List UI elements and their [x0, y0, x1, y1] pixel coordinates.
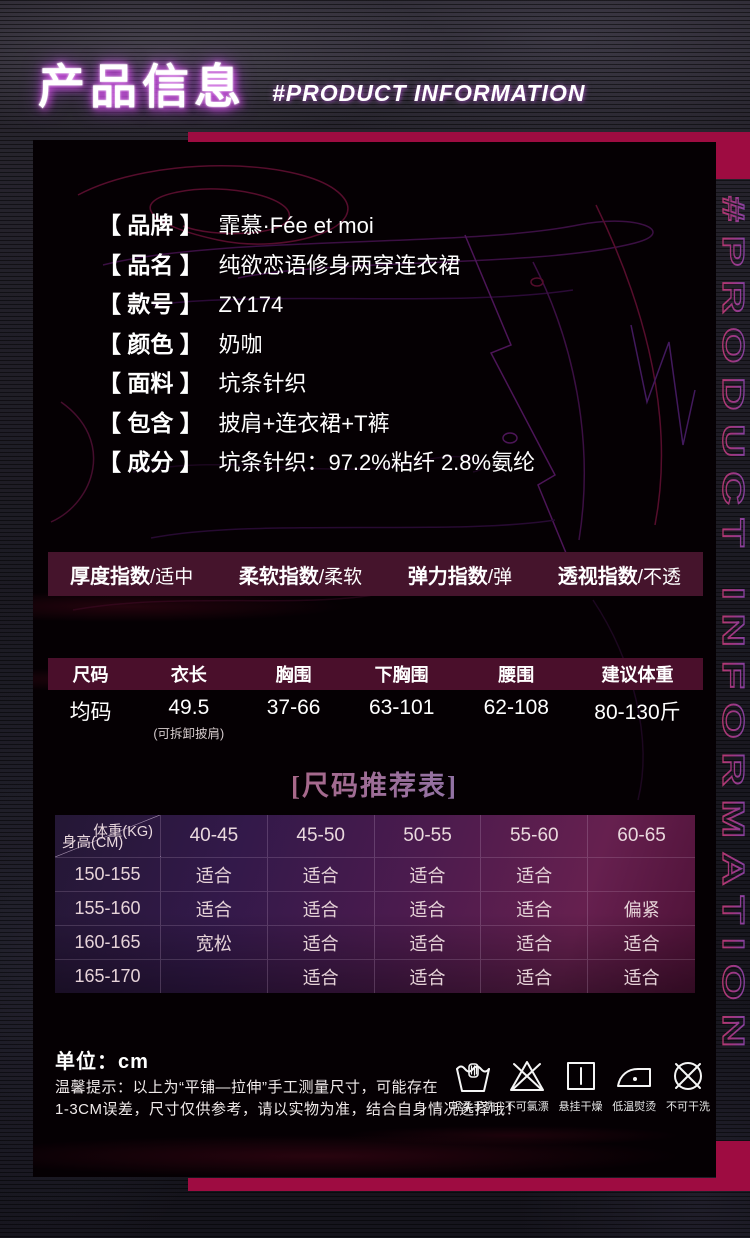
hand-wash-icon — [456, 1063, 490, 1092]
no-dry-clean-icon — [674, 1062, 702, 1090]
size-value-waist: 62-108 — [483, 696, 549, 719]
size-value-weight: 80-130斤 — [594, 701, 681, 724]
spec-value: 坑条针织 — [218, 371, 307, 396]
page-title: 产品信息 — [38, 60, 246, 113]
accent-block-bottom-right — [716, 1141, 750, 1191]
weight-col-header: 45-50 — [268, 815, 375, 857]
size-table-row: 均码 49.5 (可拆卸披肩) 37-66 63-101 62-108 80-1… — [48, 696, 703, 742]
care-item-no-bleach: 不可氯漂 — [502, 1055, 552, 1114]
fit-cell: 偏紧 — [588, 891, 695, 925]
height-row-header: 155-160 — [55, 891, 161, 925]
fit-cell: 适合 — [374, 891, 482, 925]
spec-label: 【 颜色 】 — [98, 330, 203, 357]
size-value-bust: 37-66 — [266, 696, 321, 719]
corner-cell: 体重(KG) 身高(CM) — [55, 815, 161, 857]
height-row-header: 160-165 — [55, 925, 161, 959]
index-transparency: 透视指数/不透 — [557, 565, 681, 588]
side-vertical-text: #PRODUCT INFORMATION — [716, 195, 750, 1061]
size-col-underbust: 下胸围 — [374, 665, 429, 685]
fit-cell: 适合 — [267, 959, 375, 993]
spec-label: 【 品牌 】 — [98, 212, 203, 238]
detachable-shawl-note: (可拆卸披肩) — [153, 727, 225, 741]
fit-cell: 适合 — [588, 925, 695, 959]
size-value-length: 49.5 (可拆卸披肩) — [133, 696, 244, 742]
spec-label: 【 面料 】 — [98, 370, 203, 396]
weight-col-header: 40-45 — [161, 815, 268, 857]
height-row-header: 150-155 — [55, 857, 161, 891]
unit-label: 单位：cm — [55, 1051, 149, 1073]
spec-row-color: 【 颜色 】 奶咖 — [98, 325, 535, 365]
fit-cell: 适合 — [374, 925, 482, 959]
weight-col-header: 55-60 — [481, 815, 589, 857]
weight-col-header: 50-55 — [375, 815, 482, 857]
spec-value: 披肩+连衣裙+T裤 — [218, 410, 390, 436]
measure-tip-line1: 温馨提示：以上为“平铺—拉伸”手工测量尺寸，可能存在 — [55, 1079, 438, 1096]
svg-text:#PRODUCT INFORMATION: #PRODUCT INFORMATION — [716, 196, 750, 1061]
care-item-low-iron: 低温熨烫 — [609, 1055, 659, 1114]
spec-value: 坑条针织：97.2%粘纤 2.8%氨纶 — [218, 450, 536, 475]
fit-cell: 适合 — [481, 959, 589, 993]
fit-cell: 适合 — [374, 959, 482, 993]
page-subtitle: #PRODUCT INFORMATION — [272, 80, 586, 106]
index-softness: 柔软指数/柔软 — [238, 565, 363, 588]
fabric-index-bar: 厚度指数/适中 柔软指数/柔软 弹力指数/弹 透视指数/不透 — [48, 552, 703, 596]
fit-cell: 适合 — [267, 925, 375, 959]
size-col-length: 衣长 — [170, 665, 207, 685]
spec-label: 【 包含 】 — [98, 409, 203, 436]
spec-row-fabric: 【 面料 】 坑条针织 — [98, 364, 535, 404]
size-col-bust: 胸围 — [275, 665, 312, 685]
spec-label: 【 款号 】 — [98, 291, 203, 317]
corner-height-label: 身高(CM) — [62, 835, 124, 851]
hang-dry-icon — [566, 1062, 595, 1090]
fit-cell: 宽松 — [161, 925, 268, 959]
size-col-weight: 建议体重 — [601, 665, 674, 685]
fit-cell: 适合 — [267, 891, 375, 925]
spec-row-style-number: 【 款号 】 ZY174 — [98, 285, 535, 325]
index-thickness: 厚度指数/适中 — [70, 565, 194, 588]
size-col-size: 尺码 — [72, 665, 109, 685]
care-instructions: 轻柔手洗 不可氯漂 悬挂干燥 — [448, 1055, 713, 1114]
spec-label: 【 品名 】 — [98, 251, 203, 278]
no-bleach-icon — [509, 1061, 544, 1091]
spec-row-brand: 【 品牌 】 霏慕·Fée et moi — [98, 206, 535, 246]
size-table-header: 尺码 衣长 胸围 下胸围 腰围 建议体重 — [48, 658, 703, 690]
spec-list: 【 品牌 】 霏慕·Fée et moi 【 品名 】 纯欲恋语修身两穿连衣裙 … — [98, 206, 535, 483]
fit-cell: 适合 — [161, 891, 268, 925]
size-col-waist: 腰围 — [498, 665, 535, 685]
fit-cell: 适合 — [161, 857, 268, 891]
fit-cell: 适合 — [481, 857, 589, 891]
fit-cell — [588, 857, 695, 891]
height-row-header: 165-170 — [55, 959, 161, 993]
spec-value: 纯欲恋语修身两穿连衣裙 — [218, 252, 461, 278]
fit-cell: 适合 — [267, 857, 375, 891]
spec-label: 【 成分 】 — [98, 449, 203, 475]
fit-cell: 适合 — [481, 891, 589, 925]
accent-bar-top — [188, 132, 750, 142]
fit-cell — [161, 959, 268, 993]
recommend-table-title: [尺码推荐表] — [33, 764, 716, 803]
fit-cell: 适合 — [588, 959, 695, 993]
fit-cell: 适合 — [481, 925, 589, 959]
size-recommend-table: 体重(KG) 身高(CM) 40-45 45-50 50-55 55-60 60… — [55, 815, 695, 993]
spec-value: 霏慕·Fée et moi — [218, 213, 374, 238]
care-item-hand-wash: 轻柔手洗 — [448, 1055, 498, 1114]
spec-row-product-name: 【 品名 】 纯欲恋语修身两穿连衣裙 — [98, 246, 535, 286]
low-iron-icon — [617, 1068, 652, 1087]
fit-cell: 适合 — [374, 857, 482, 891]
accent-bar-bottom — [188, 1178, 750, 1191]
spec-row-composition: 【 成分 】 坑条针织：97.2%粘纤 2.8%氨纶 — [98, 443, 535, 483]
spec-value: 奶咖 — [218, 331, 263, 357]
size-value-underbust: 63-101 — [368, 696, 435, 719]
spec-row-includes: 【 包含 】 披肩+连衣裙+T裤 — [98, 404, 535, 444]
weight-col-header: 60-65 — [617, 825, 666, 846]
care-item-hang-dry: 悬挂干燥 — [556, 1055, 606, 1114]
content-panel: 【 品牌 】 霏慕·Fée et moi 【 品名 】 纯欲恋语修身两穿连衣裙 … — [33, 140, 716, 1177]
accent-block-top-right — [716, 132, 750, 179]
care-item-no-dry-clean: 不可干洗 — [663, 1055, 713, 1114]
spec-value: ZY174 — [218, 292, 284, 317]
size-value-size: 均码 — [69, 701, 112, 724]
index-elasticity: 弹力指数/弹 — [407, 565, 513, 588]
